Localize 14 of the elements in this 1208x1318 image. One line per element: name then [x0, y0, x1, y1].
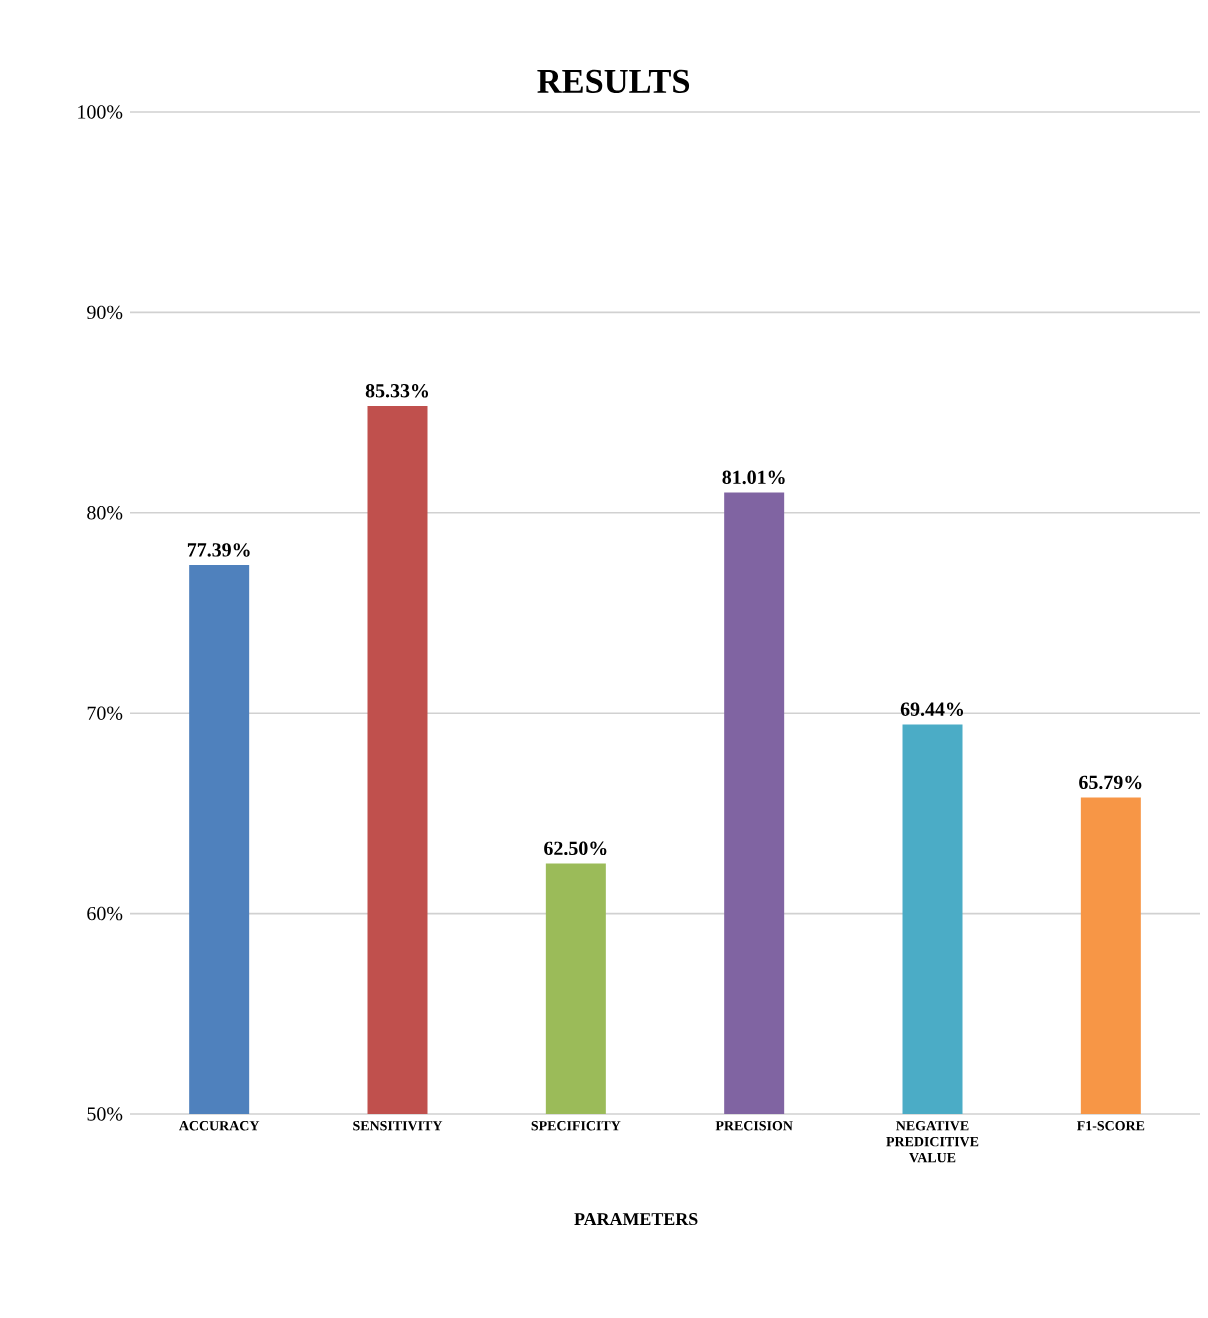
data-label: 77.39% [187, 543, 250, 557]
x-axis-title: PARAMETERS [574, 1213, 698, 1226]
y-tick-label: 70% [87, 706, 123, 720]
data-label: 81.01% [722, 470, 785, 485]
y-tick-label: 80% [87, 506, 123, 520]
data-label: 65.79% [1079, 775, 1142, 790]
y-tick-label: 60% [87, 906, 123, 921]
data-label: 62.50% [544, 841, 607, 856]
data-label: 85.33% [365, 384, 429, 398]
y-tick-label: 100% [78, 105, 123, 119]
y-tick-label: 90% [87, 305, 123, 320]
y-tick-label: 50% [87, 1107, 123, 1121]
chart-title: RESULTS [537, 69, 690, 93]
data-label: 69.44% [900, 702, 964, 717]
